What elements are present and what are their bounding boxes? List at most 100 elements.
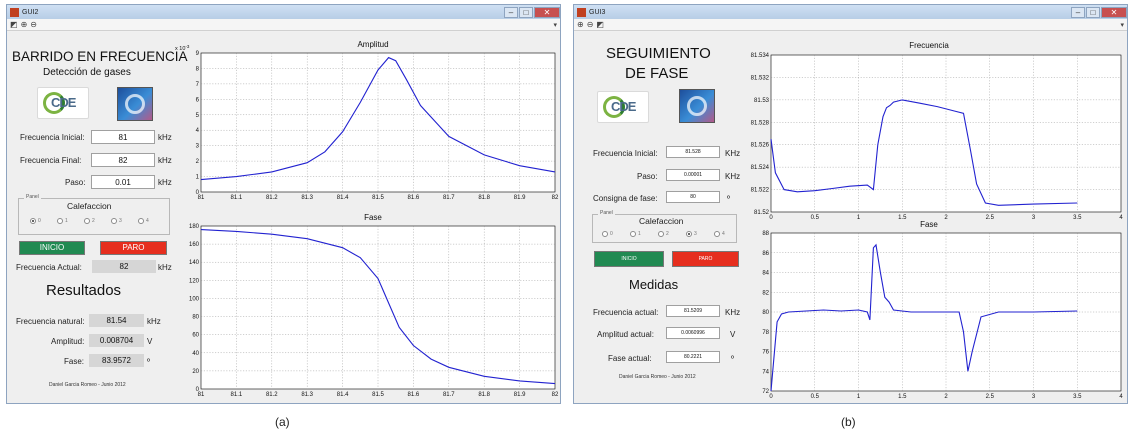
toolbar-icon[interactable]: ◩ <box>10 20 18 29</box>
x-tick-label: 4 <box>1119 394 1123 400</box>
inicio-button[interactable]: INICIO <box>594 251 664 267</box>
x-tick-label: 1 <box>857 215 861 221</box>
consigna-label: Consigna de fase: <box>593 194 658 203</box>
freq-inicial-input[interactable]: 81.528 <box>666 146 720 158</box>
measure-label: Frecuencia actual: <box>593 308 659 317</box>
subheading: DE FASE <box>625 65 689 82</box>
radio-option-3[interactable]: 3 <box>111 218 122 224</box>
minimize-button[interactable]: – <box>1071 6 1085 18</box>
x-tick-label: 82 <box>552 392 559 398</box>
zoom-in-icon[interactable]: ⊕ <box>20 20 28 29</box>
paro-button[interactable]: PARO <box>100 241 167 255</box>
heading: BARRIDO EN FRECUENCIA <box>12 49 188 64</box>
radio-option-1[interactable]: 1 <box>57 218 68 224</box>
y-tick-label: 20 <box>192 369 199 375</box>
x-tick-label: 81.1 <box>231 195 243 201</box>
caption-b: (b) <box>841 415 856 429</box>
x-tick-label: 81.3 <box>301 392 313 398</box>
x-tick-label: 2 <box>944 394 948 400</box>
close-button[interactable]: ✕ <box>534 6 560 18</box>
x-tick-label: 81.2 <box>266 392 278 398</box>
charts-area: Frecuencia 0 0.5 1 1.5 2 2.5 3 3.5 4 81.52 81.522 8… <box>751 41 1124 400</box>
frequency-chart-title: Frecuencia <box>909 41 949 50</box>
y-tick-label: 81.524 <box>751 165 770 171</box>
paso-label: Paso: <box>65 178 86 187</box>
measure-unit: º <box>731 354 734 363</box>
maximize-button[interactable]: □ <box>1086 6 1100 18</box>
x-tick-label: 81 <box>198 392 205 398</box>
calefaccion-heading: Calefaccion <box>639 216 684 226</box>
x-tick-label: 81.1 <box>231 392 243 398</box>
y-tick-label: 40 <box>192 351 199 357</box>
x-tick-label: 81.6 <box>408 392 420 398</box>
y-tick-label: 2 <box>196 159 200 165</box>
x-tick-label: 1.5 <box>898 215 907 221</box>
measure-label: Fase actual: <box>608 354 652 363</box>
freq-final-label: Frecuencia Final: <box>20 156 82 165</box>
freq-inicial-unit: KHz <box>725 149 741 158</box>
radio-option-0[interactable]: 0 <box>602 231 613 237</box>
y-tick-label: 60 <box>192 333 199 339</box>
radio-option-4[interactable]: 4 <box>714 231 725 237</box>
radio-option-2[interactable]: 2 <box>658 231 669 237</box>
phase-chart-title: Fase <box>364 213 382 222</box>
title-bar: GUI3 – □ ✕ <box>574 5 1127 19</box>
y-tick-label: 81.52 <box>754 210 770 216</box>
toolbar-icon[interactable]: ◩ <box>596 20 604 29</box>
y-tick-label: 80 <box>192 315 199 321</box>
freq-actual-unit: kHz <box>158 263 172 272</box>
toolbar-arrow-icon[interactable]: ▾ <box>1120 21 1124 29</box>
y-tick-label: 160 <box>189 242 200 248</box>
y-tick-label: 76 <box>762 350 769 356</box>
zoom-out-icon[interactable]: ⊖ <box>30 20 37 29</box>
y-tick-label: 82 <box>762 290 769 296</box>
freq-final-unit: kHz <box>158 156 172 165</box>
maximize-button[interactable]: □ <box>519 6 533 18</box>
freq-inicial-label: Frecuencia Inicial: <box>20 133 85 142</box>
series-line <box>200 229 556 385</box>
radio-option-3[interactable]: 3 <box>686 231 697 237</box>
radio-option-2[interactable]: 2 <box>84 218 95 224</box>
title-bar: GUI2 – □ ✕ <box>7 5 560 19</box>
radio-option-4[interactable]: 4 <box>138 218 149 224</box>
zoom-in-icon[interactable]: ⊕ <box>577 20 584 29</box>
window-title: GUI2 <box>22 8 39 16</box>
minimize-button[interactable]: – <box>504 6 518 18</box>
x-tick-label: 81.5 <box>372 392 384 398</box>
inicio-button[interactable]: INICIO <box>19 241 85 255</box>
y-tick-label: 0 <box>196 190 200 196</box>
paso-input[interactable]: 0.01 <box>91 175 155 189</box>
y-tick-label: 81.526 <box>751 143 770 149</box>
resultados-title: Resultados <box>46 282 122 299</box>
result-unit: V <box>147 337 153 346</box>
toolbar: ⊕ ⊖ ◩ ▾ <box>574 19 1127 31</box>
paso-input[interactable]: 0.00001 <box>666 169 720 181</box>
consigna-input[interactable]: 80 <box>666 191 720 203</box>
x-tick-label: 0 <box>769 394 773 400</box>
freq-inicial-input[interactable]: 81 <box>91 130 155 144</box>
y-tick-label: 80 <box>762 310 769 316</box>
y-tick-label: 3 <box>196 144 200 150</box>
credit-text: Daniel Garcia Romeo - Junio 2012 <box>49 382 126 388</box>
x-tick-label: 2.5 <box>986 394 995 400</box>
paro-button[interactable]: PARO <box>672 251 739 267</box>
university-logo <box>679 89 715 123</box>
y-tick-label: 5 <box>196 113 200 119</box>
y-tick-label: 100 <box>189 296 200 302</box>
measure-value: 80.2221 <box>666 351 720 363</box>
x-tick-label: 4 <box>1119 215 1123 221</box>
x-tick-label: 81.9 <box>514 392 526 398</box>
x-tick-label: 81.8 <box>478 392 490 398</box>
x-tick-label: 81.9 <box>514 195 526 201</box>
phase-chart: 0 0.5 1 1.5 2 2.5 3 3.5 4 72 74 76 78 80 82 84 86 88 <box>762 231 1123 400</box>
radio-option-0[interactable]: 0 <box>30 218 41 224</box>
zoom-out-icon[interactable]: ⊖ <box>586 20 594 29</box>
x-tick-label: 81.7 <box>443 392 455 398</box>
result-value: 0.008704 <box>89 334 144 347</box>
y-tick-label: 72 <box>762 389 769 395</box>
x-tick-label: 81.6 <box>408 195 420 201</box>
toolbar-arrow-icon[interactable]: ▾ <box>553 21 557 29</box>
radio-option-1[interactable]: 1 <box>630 231 641 237</box>
close-button[interactable]: ✕ <box>1101 6 1127 18</box>
freq-final-input[interactable]: 82 <box>91 153 155 167</box>
